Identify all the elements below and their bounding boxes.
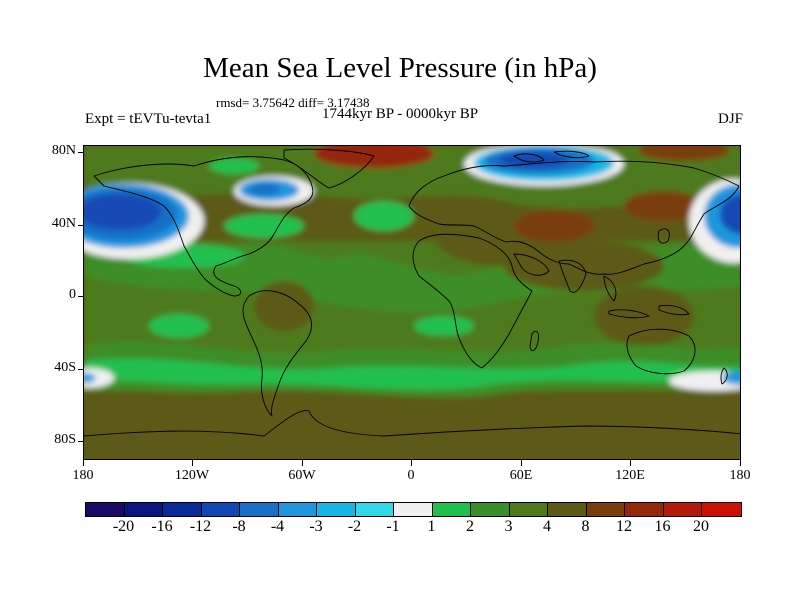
colorbar-label: 1 <box>427 518 436 535</box>
colorbar-swatch <box>278 503 317 516</box>
lon-tick <box>740 460 741 466</box>
lon-label-60w: 60W <box>288 468 316 483</box>
experiment-label: Expt = tEVTu-tevta1 <box>85 111 212 127</box>
colorbar-swatch <box>124 503 163 516</box>
lon-label-60e: 60E <box>509 468 533 483</box>
lat-tick <box>78 296 84 297</box>
lon-tick <box>521 460 522 466</box>
lat-label-40n: 40N <box>51 216 76 231</box>
colorbar-label: 20 <box>693 518 709 535</box>
colorbar-swatch <box>394 503 433 516</box>
colorbar-swatch <box>432 503 471 516</box>
map-field <box>84 146 740 459</box>
colorbar-label: 3 <box>504 518 513 535</box>
colorbar-label: -12 <box>189 518 212 535</box>
colorbar-swatch <box>317 503 356 516</box>
pressure-map <box>83 145 741 460</box>
lon-label-180e: 180 <box>729 468 751 483</box>
lon-tick <box>192 460 193 466</box>
colorbar-label: 12 <box>616 518 632 535</box>
colorbar-swatch <box>509 503 548 516</box>
colorbar-label: 4 <box>543 518 551 535</box>
colorbar-label: 8 <box>581 518 590 535</box>
colorbar-swatch <box>548 503 587 516</box>
colorbar-label: -16 <box>151 518 173 535</box>
colorbar-label: 2 <box>466 518 474 535</box>
lat-tick <box>78 369 84 370</box>
lon-label-180w: 180 <box>72 468 94 483</box>
colorbar-swatch <box>240 503 279 516</box>
lat-tick <box>78 225 84 226</box>
lon-label-0: 0 <box>407 468 415 483</box>
lon-tick <box>83 460 84 466</box>
lon-tick <box>302 460 303 466</box>
colorbar-swatch <box>201 503 240 516</box>
lat-label-80s: 80S <box>54 432 76 447</box>
lon-tick <box>411 460 412 466</box>
colorbar-swatch <box>355 503 394 516</box>
plot-title: Mean Sea Level Pressure (in hPa) <box>203 52 597 84</box>
season-label: DJF <box>717 111 743 127</box>
stats-text: rmsd= 3.75642 diff= 3.17438 <box>216 95 370 110</box>
lon-label-120w: 120W <box>174 468 210 483</box>
lat-tick <box>78 441 84 442</box>
lat-label-0: 0 <box>69 287 76 302</box>
lat-tick <box>78 152 84 153</box>
colorbar-swatch <box>471 503 510 516</box>
colorbar-swatch <box>625 503 664 516</box>
colorbar-label: -8 <box>232 518 246 535</box>
colorbar-swatch <box>586 503 625 516</box>
period-label: 1744kyr BP - 0000kyr BP <box>322 106 479 122</box>
colorbar-label: -3 <box>309 518 323 535</box>
lat-label-40s: 40S <box>54 360 76 375</box>
colorbar-label: -1 <box>386 518 400 535</box>
lat-label-80n: 80N <box>51 143 76 158</box>
colorbar <box>85 502 742 517</box>
colorbar-label: -4 <box>270 518 285 535</box>
lon-tick <box>630 460 631 466</box>
colorbar-swatch <box>163 503 202 516</box>
colorbar-label: -20 <box>112 518 135 535</box>
colorbar-swatch <box>702 503 741 516</box>
colorbar-swatch <box>663 503 702 516</box>
colorbar-label: 16 <box>654 518 671 535</box>
colorbar-label: -2 <box>347 518 362 535</box>
colorbar-swatch <box>86 503 125 516</box>
lon-label-120e: 120E <box>615 468 645 483</box>
